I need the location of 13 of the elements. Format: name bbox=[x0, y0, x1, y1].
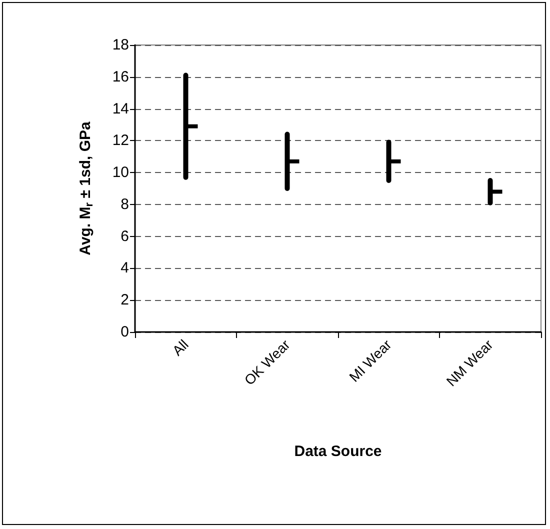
y-axis-title: Avg. Mr ± 1sd, GPa bbox=[77, 121, 96, 256]
y-tick-label: 14 bbox=[112, 100, 129, 118]
y-tick-label: 10 bbox=[112, 164, 129, 182]
x-axis-title: Data Source bbox=[294, 443, 382, 460]
y-tick-label: 0 bbox=[120, 324, 129, 340]
y-tick-label: 18 bbox=[112, 36, 129, 54]
y-tick-label: 2 bbox=[120, 292, 129, 309]
x-tick-label: All bbox=[169, 336, 192, 359]
y-tick-label: 4 bbox=[120, 260, 129, 277]
y-tick-label: 8 bbox=[120, 196, 129, 213]
y-tick-label: 12 bbox=[112, 132, 129, 150]
y-tick-label: 6 bbox=[120, 228, 129, 245]
y-tick-label: 16 bbox=[112, 68, 129, 86]
